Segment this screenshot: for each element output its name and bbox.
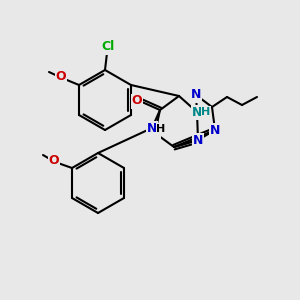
Text: H: H (201, 107, 211, 117)
Text: S: S (151, 127, 160, 140)
Text: O: O (49, 154, 59, 167)
Text: H: H (156, 124, 166, 134)
Text: N: N (191, 88, 201, 101)
Text: N: N (192, 106, 202, 118)
Text: Cl: Cl (101, 40, 115, 53)
Text: O: O (132, 94, 142, 107)
Text: O: O (56, 70, 66, 83)
Text: N: N (210, 124, 220, 136)
Text: N: N (147, 122, 157, 134)
Text: N: N (193, 134, 203, 146)
